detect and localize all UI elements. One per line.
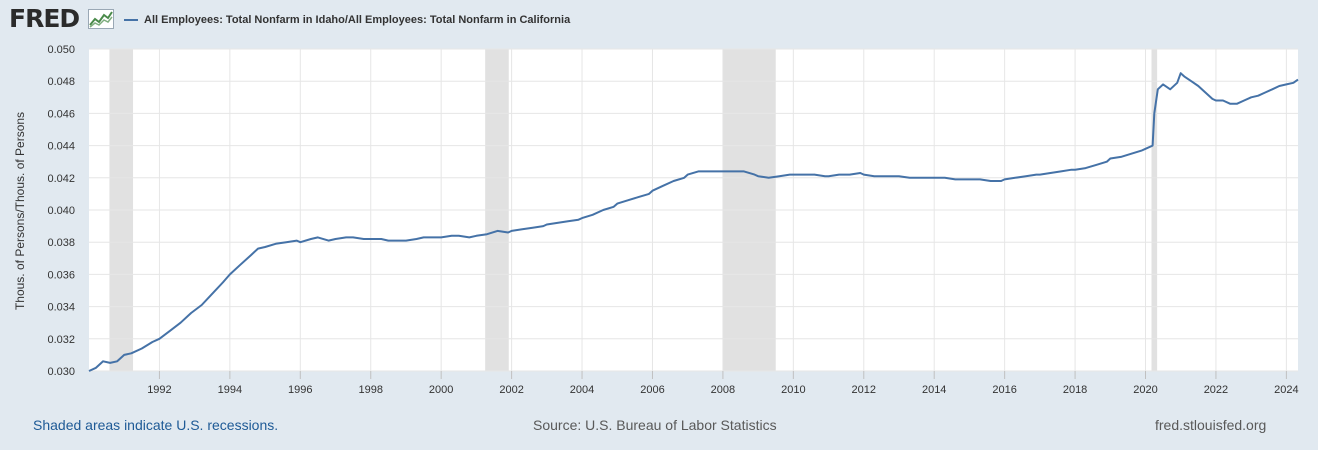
x-axis-ticks: 1992 1994 1996 1998 2000 2002 2004 2006 2008 2010… <box>147 371 1299 396</box>
chart-area[interactable]: 0.030 0.032 0.034 0.036 0.038 0.040 0.042 0.044… <box>0 0 1318 410</box>
x-tick-label: 1996 <box>288 384 312 396</box>
x-tick-label: 1994 <box>218 384 242 396</box>
y-tick-label: 0.048 <box>47 76 75 88</box>
x-tick-label: 2022 <box>1204 384 1228 396</box>
chart-header: FRED All Employees: Total Nonfarm in Ida… <box>0 0 1318 40</box>
x-tick-label: 2010 <box>781 384 805 396</box>
x-tick-label: 2020 <box>1133 384 1157 396</box>
x-tick-label: 2004 <box>570 384 594 396</box>
x-tick-label: 2002 <box>499 384 523 396</box>
y-tick-label: 0.044 <box>47 141 75 153</box>
recession-note: Shaded areas indicate U.S. recessions. <box>33 417 279 433</box>
legend[interactable]: All Employees: Total Nonfarm in Idaho/Al… <box>124 12 570 28</box>
fred-logo[interactable]: FRED <box>9 4 80 33</box>
y-axis-ticks: 0.030 0.032 0.034 0.036 0.038 0.040 0.042 0.044… <box>47 44 75 378</box>
line-chart-icon <box>88 9 114 29</box>
y-tick-label: 0.036 <box>47 269 75 281</box>
x-tick-label: 1998 <box>358 384 382 396</box>
x-tick-label: 2008 <box>711 384 735 396</box>
source-text: Source: U.S. Bureau of Labor Statistics <box>533 417 777 433</box>
x-tick-label: 2012 <box>852 384 876 396</box>
y-tick-label: 0.046 <box>47 108 75 120</box>
x-tick-label: 2006 <box>640 384 664 396</box>
y-tick-label: 0.030 <box>47 366 75 378</box>
y-tick-label: 0.050 <box>47 44 75 56</box>
x-tick-label: 2000 <box>429 384 453 396</box>
legend-swatch <box>124 19 138 21</box>
y-tick-label: 0.040 <box>47 205 75 217</box>
y-tick-label: 0.042 <box>47 173 75 185</box>
y-axis-label: Thous. of Persons/Thous. of Persons <box>13 112 27 310</box>
y-tick-label: 0.034 <box>47 302 75 314</box>
y-tick-label: 0.032 <box>47 334 75 346</box>
grid-lines <box>89 48 1298 372</box>
x-tick-label: 2024 <box>1274 384 1298 396</box>
x-tick-label: 2018 <box>1063 384 1087 396</box>
x-tick-label: 2016 <box>992 384 1016 396</box>
x-tick-label: 1992 <box>147 384 171 396</box>
legend-label: All Employees: Total Nonfarm in Idaho/Al… <box>144 14 571 26</box>
series-line[interactable] <box>88 72 1299 372</box>
y-tick-label: 0.038 <box>47 237 75 249</box>
x-tick-label: 2014 <box>922 384 946 396</box>
site-link[interactable]: fred.stlouisfed.org <box>1155 417 1267 433</box>
